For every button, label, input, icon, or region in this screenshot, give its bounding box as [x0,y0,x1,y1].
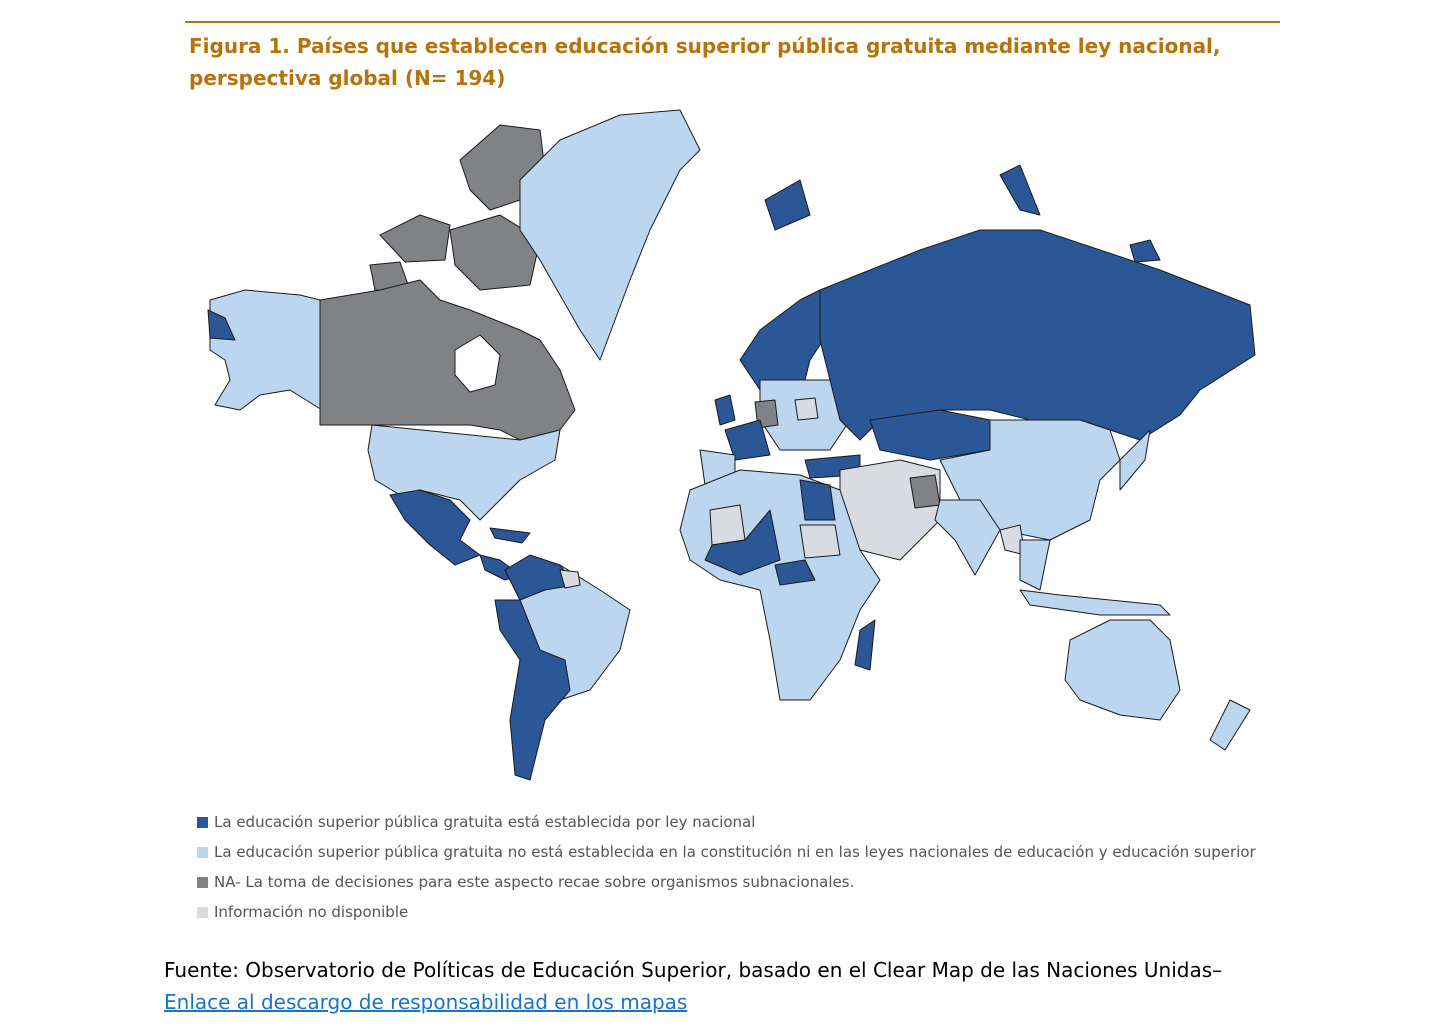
region [934,499,1001,576]
world-map [205,100,1280,795]
region [379,214,451,263]
legend-swatch [197,847,208,858]
region [389,489,481,566]
region [714,394,736,426]
legend-swatch [197,907,208,918]
region [209,289,323,411]
region [909,474,941,509]
source-note: Fuente: Observatorio de Políticas de Edu… [164,958,1223,982]
legend-label: La educación superior pública gratuita n… [214,843,1256,861]
region [367,424,561,521]
region [1019,589,1171,616]
legend-label: NA- La toma de decisiones para este aspe… [214,873,855,891]
region [999,164,1041,216]
legend-label: La educación superior pública gratuita e… [214,813,756,831]
legend-item: NA- La toma de decisiones para este aspe… [197,873,854,891]
region [519,109,701,361]
region [319,279,576,441]
region [794,397,819,421]
legend-swatch [197,877,208,888]
legend-swatch [197,817,208,828]
figure-title: Figura 1. Países que establecen educació… [189,34,1221,58]
legend-item: La educación superior pública gratuita n… [197,843,1256,861]
region [799,524,841,559]
region [709,504,746,546]
region [1019,539,1051,591]
region [449,214,541,291]
region [1064,619,1181,721]
region [1119,429,1151,491]
region [724,419,771,461]
legend-item: La educación superior pública gratuita e… [197,813,755,831]
region [494,599,571,781]
region [704,509,781,576]
disclaimer-link[interactable]: Enlace al descargo de responsabilidad en… [164,990,688,1014]
figure-title: perspectiva global (N= 194) [189,66,506,90]
region [559,569,581,589]
hudson-bay [454,334,501,393]
region [207,309,236,341]
region [1209,699,1251,751]
region [774,559,816,586]
legend-item: Información no disponible [197,903,408,921]
region [799,479,836,521]
region [489,527,531,544]
region [854,619,876,671]
region [1129,239,1161,263]
legend-label: Información no disponible [214,903,409,921]
region [764,179,811,231]
title-rule [185,21,1280,23]
